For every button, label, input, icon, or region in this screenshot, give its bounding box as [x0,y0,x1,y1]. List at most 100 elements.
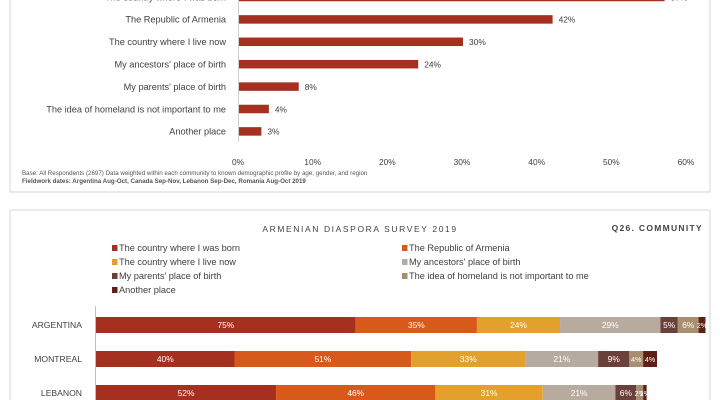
stacked-chart-segment-label: 52% [178,388,195,398]
chart-title: ARMENIAN DIASPORA SURVEY 2019 [262,224,457,234]
stacked-chart-segment [411,351,526,367]
stacked-chart-segment [698,317,706,333]
stacked-chart-segment [660,317,678,333]
legend-item-label: The country where I live now [119,257,236,267]
top-chart-bar [239,0,665,2]
chart-subtitle: Q26. COMMUNITY [612,223,703,233]
stacked-chart-segment [636,385,644,400]
top-chart-category-labels: The country where I was born The Republic… [46,0,227,137]
stacked-chart-segment-label: 46% [347,388,364,398]
stacked-chart-category-label: LEBANON [41,388,82,398]
fieldwork-note: Fieldwork dates: Argentina Aug-Oct, Cana… [22,178,306,185]
top-chart-data-label: 30% [469,37,486,47]
top-chart-x-tick: 50% [603,157,620,167]
stacked-chart-segment-label: 9% [608,354,621,364]
top-chart-bar [239,59,419,69]
top-chart-bar [239,82,299,91]
legend: The country where I was born The Republic… [112,243,589,295]
bottom-chart-panel [9,209,711,400]
top-chart-data-label: 57% [671,0,688,2]
top-chart-category-label: The country where I was born [105,0,226,2]
stacked-chart-segment-label: 2% [697,321,708,330]
legend-item-label: The country where I was born [119,243,240,253]
stacked-chart-segment [234,351,412,367]
legend-swatch [402,273,408,279]
stacked-chart-segment-label: 6% [620,388,633,398]
top-chart-x-tick: 30% [454,157,471,167]
stacked-chart-segment-label: 33% [460,354,477,364]
top-chart-panel [9,0,711,193]
top-chart-bar [239,15,553,24]
legend-swatch [112,245,118,251]
stacked-chart-segment [643,351,658,367]
top-chart-bar [239,127,262,136]
stacked-chart-segment [96,351,235,367]
top-chart-data-label: 42% [559,15,576,25]
top-chart-bars [238,0,665,142]
stacked-chart-segment [677,317,699,333]
legend-swatch [112,273,118,279]
legend-item-label: Another place [119,285,176,295]
stacked-chart-segment-label: 6% [682,320,695,330]
stacked-chart-segment-label: 24% [510,320,527,330]
top-chart-x-tick: 20% [379,157,396,167]
base-note: Base: All Respondents (2697) Data weight… [22,170,368,177]
stacked-chart-segment [598,351,630,367]
stacked-chart-segment-label: 1% [640,389,651,398]
legend-item-label: The idea of homeland is not important to… [409,271,589,281]
stacked-chart-category-labels: ARGENTINA MONTREAL LEBANON [32,320,82,398]
stacked-chart-bars: 75% 35% 24% 29% 5% 6% 2%40% 51% 33% 21% 9% 4% 4%52% 4… [96,317,708,400]
stacked-chart-segment [476,317,561,333]
legend-swatch [402,245,408,251]
top-chart-category-label: The country where I live now [109,37,226,47]
stacked-chart-segment-label: 4% [645,355,656,364]
stacked-chart-segment [96,385,277,400]
stacked-chart-segment [560,317,661,333]
top-chart-x-tick: 40% [528,157,545,167]
top-chart-data-label: 8% [305,82,318,92]
top-chart-data-label: 4% [275,104,288,114]
stacked-chart-segment [525,351,599,367]
top-chart-notes: Base: All Respondents (2697) Data weight… [22,170,368,185]
stacked-chart-segment [355,317,477,333]
stacked-chart-segment [96,317,356,333]
stacked-chart-segment [435,385,543,400]
stacked-chart-segment-label: 21% [553,354,570,364]
top-chart-data-label: 3% [267,127,280,137]
legend-item-label: My parents' place of birth [119,271,221,281]
stacked-chart-segment [542,385,616,400]
top-chart-category-label: The Republic of Armenia [125,15,226,25]
top-chart-bar [239,37,463,47]
legend-swatch [112,287,118,293]
stacked-chart-category-label: ARGENTINA [32,320,82,330]
stacked-chart-segment [643,385,647,400]
stacked-chart-segment-label: 4% [631,355,642,364]
top-chart-category-label: My ancestors' place of birth [114,60,226,70]
stacked-chart-segment-label: 21% [571,388,588,398]
stacked-chart-category-label: MONTREAL [34,354,82,364]
stacked-chart-segment-label: 75% [217,320,234,330]
top-chart-x-tick: 60% [678,157,695,167]
stacked-chart-segment [615,385,637,400]
legend-swatch [402,259,408,265]
stacked-chart-segment-label: 2% [634,389,645,398]
top-chart-data-label: 24% [424,60,441,70]
top-chart-x-ticks: 0% 10% 20% 30% 40% 50% 60% [232,157,695,167]
legend-item-label: The Republic of Armenia [409,243,510,253]
stacked-chart-segment-label: 40% [157,354,174,364]
stacked-chart-segment [629,351,644,367]
legend-swatch [112,259,118,265]
stacked-chart-segment-label: 35% [408,320,425,330]
top-chart-bar [239,104,269,114]
top-chart-category-label: The idea of homeland is not important to… [46,104,226,114]
stacked-chart-segment [276,385,436,400]
stacked-chart-segment-label: 5% [663,320,676,330]
top-chart-category-label: My parents' place of birth [124,82,226,92]
top-chart-category-label: Another place [169,127,226,137]
stacked-chart-segment-label: 29% [602,320,619,330]
top-chart-data-labels: 57% 42% 30% 24% 8% 4% 3% [267,0,688,137]
top-chart-x-tick: 0% [232,157,245,167]
top-chart-x-tick: 10% [304,157,321,167]
stacked-chart-segment-label: 51% [314,354,331,364]
